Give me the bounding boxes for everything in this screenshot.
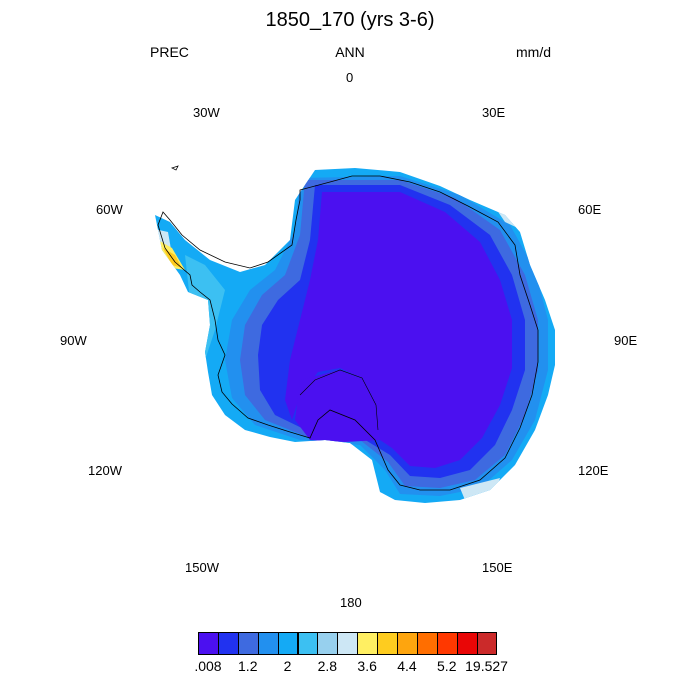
colorbar-swatch <box>357 632 379 655</box>
lon-label-150w: 150W <box>185 560 219 575</box>
lon-label-120w: 120W <box>88 463 122 478</box>
colorbar-label: 3.6 <box>357 658 377 674</box>
lon-label-90w: 90W <box>60 333 87 348</box>
lon-label-180: 180 <box>340 595 362 610</box>
colorbar-swatch <box>456 632 478 655</box>
season-label: ANN <box>335 44 365 60</box>
colorbar-label: 4.4 <box>397 658 417 674</box>
interior-field <box>285 192 512 468</box>
colorbar-swatch <box>436 632 458 655</box>
colorbar-swatch <box>217 632 239 655</box>
plot-title: 1850_170 (yrs 3-6) <box>265 9 435 31</box>
colorbar-label: 5.2 <box>437 658 457 674</box>
colorbar-swatch <box>198 632 219 655</box>
colorbar-swatch <box>237 632 259 655</box>
lon-label-120e: 120E <box>578 463 609 478</box>
south-america-tip <box>170 165 179 171</box>
colorbar-label: 19.527 <box>465 658 508 674</box>
colorbar-swatch <box>397 632 418 655</box>
lon-label-30e: 30E <box>482 105 506 120</box>
colorbar-swatch <box>416 632 438 655</box>
colorbar-swatch <box>317 632 339 655</box>
colorbar-swatch <box>476 632 498 655</box>
coastline <box>157 175 539 491</box>
colorbar-swatch <box>297 632 319 655</box>
colorbar-label: 2.8 <box>317 658 338 674</box>
colorbar-swatch <box>257 632 279 655</box>
colorbar-swatch <box>377 632 398 655</box>
lon-label-60e: 60E <box>578 202 602 217</box>
colorbar-label: 2 <box>283 658 292 674</box>
lon-label-90e: 90E <box>614 333 638 348</box>
lon-label-0: 0 <box>346 70 354 85</box>
variable-label: PREC <box>150 44 189 60</box>
units-label: mm/d <box>516 44 551 60</box>
lon-label-30w: 30W <box>193 105 220 120</box>
grounding-line <box>299 369 379 431</box>
colorbar-label: 1.2 <box>238 658 258 674</box>
colorbar-swatch <box>277 632 299 655</box>
lon-label-150e: 150E <box>482 560 513 575</box>
colorbar-swatch <box>337 632 359 655</box>
colorbar-label: .008 <box>194 658 222 674</box>
lon-label-60w: 60W <box>96 202 123 217</box>
